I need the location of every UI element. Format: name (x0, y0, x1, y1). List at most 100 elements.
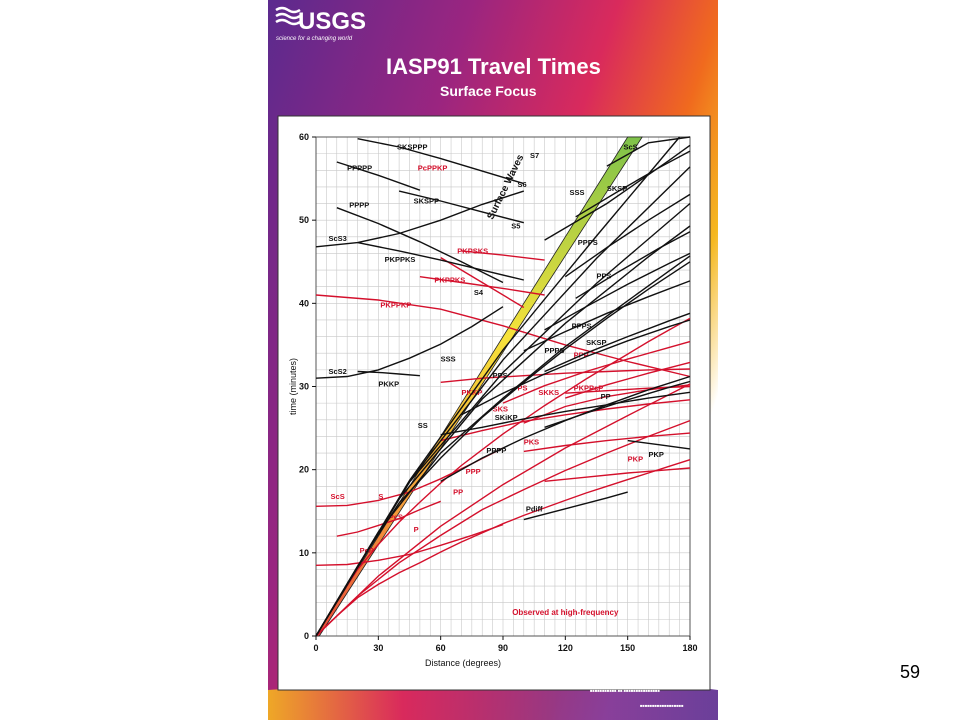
curve-label-sss: SSS (441, 355, 456, 364)
poster-subtitle: Surface Focus (440, 83, 537, 99)
curve-label-ppps: PPPS (545, 346, 565, 355)
curve-scs3 (315, 190, 525, 248)
poster-title: IASP91 Travel Times (386, 54, 601, 79)
curve-pps (461, 319, 691, 416)
curve-label-s: S (378, 492, 383, 501)
logo-text: USGS (298, 8, 366, 35)
curve-sksp (544, 312, 691, 373)
curve-label-pps: PPS (493, 371, 508, 380)
curve-ppps (544, 252, 691, 331)
curve-pkpsks (461, 250, 545, 261)
curve-label-s7: S7 (530, 151, 539, 160)
curve-label-ppps: PPPS (572, 321, 592, 330)
curve-label-sksppp: SKSPPP (397, 142, 427, 151)
curve-skspp (398, 190, 524, 224)
curve-label-pkppks: PKPPKS (385, 255, 416, 264)
curve-ppps (523, 280, 691, 352)
curve-sss (544, 144, 691, 241)
curve-label-pppp: PPPP (349, 201, 369, 210)
curve-label-scs2: ScS2 (328, 367, 346, 376)
curve-label-pps: PPS (597, 271, 612, 280)
curve-label-pcs: PcS (389, 513, 403, 522)
curve-label-pkppcp: PKPPcP (574, 384, 604, 393)
curve-skikp (440, 391, 691, 436)
curve-label-pcppkp: PcPPKP (418, 163, 448, 172)
curve-sks (440, 399, 691, 442)
curve-label-pkppkp: PKPPKP (380, 300, 411, 309)
curve-label-sksp: SKSP (586, 338, 606, 347)
curve-label-pp: PP (453, 488, 463, 497)
curve-label-pkkp: PKKP (378, 380, 399, 389)
surface-wave-band (315, 136, 643, 637)
curve-pkkp (357, 370, 420, 377)
curve-label-skks: SKKS (538, 388, 559, 397)
y-tick-label: 20 (299, 465, 309, 475)
curve-label-pkp: PKP (628, 454, 643, 463)
fine-print-2: ■■■■■■■■■■■■■■■■■■ (640, 703, 684, 708)
curve-label-s4: S4 (474, 288, 484, 297)
curve-pcs (336, 500, 441, 537)
y-tick-label: 10 (299, 548, 309, 558)
fine-print-1: ■■■■■■■■■■■ ■■ ■■■■■■■■■■■■■■■ (590, 688, 660, 693)
curve-pkp (544, 467, 691, 482)
curve-label-pks: PKS (524, 438, 539, 447)
curve-label-scs: ScS (331, 492, 345, 501)
y-tick-label: 50 (299, 215, 309, 225)
slide-number: 59 (899, 662, 920, 682)
curve-label-pkpsks: PKPSKS (457, 246, 488, 255)
curve-ppp (315, 383, 691, 637)
curve-label-s5: S5 (511, 221, 520, 230)
curve-pkp (627, 439, 691, 450)
curve-label-pp: PP (601, 392, 611, 401)
usgs-logo: USGS science for a changing world (275, 6, 366, 42)
curve-label-ss: SS (418, 421, 428, 430)
logo-tagline: science for a changing world (276, 36, 353, 42)
curve-pkppks (357, 241, 524, 281)
curve-pks (523, 432, 691, 453)
x-tick-label: 0 (313, 643, 318, 653)
curve-pcppkp (440, 256, 525, 309)
curve-s (315, 317, 691, 637)
curve-pdiff (523, 491, 628, 521)
x-tick-label: 150 (620, 643, 635, 653)
curve-label-ppppp: PPPPP (347, 163, 372, 172)
y-tick-label: 60 (299, 132, 309, 142)
curve-pp (315, 419, 691, 637)
x-tick-label: 120 (558, 643, 573, 653)
curve-label-ppp: PPP (466, 467, 481, 476)
curve-pps (575, 231, 691, 299)
curve-label-pdiff: Pdiff (526, 504, 543, 513)
y-tick-label: 40 (299, 298, 309, 308)
curve-scs (606, 136, 691, 167)
curve-ps (502, 340, 691, 404)
curve-ppppp (336, 161, 421, 191)
curve-scs2 (315, 306, 504, 379)
x-tick-label: 90 (498, 643, 508, 653)
curve-pcp (315, 523, 504, 566)
curve-pkppks (419, 276, 545, 296)
x-axis-label: Distance (degrees) (425, 658, 501, 668)
curve-label-ps: PS (518, 384, 528, 393)
curve-label-skspp: SKSPP (414, 197, 439, 206)
curve-label-scs3: ScS3 (328, 234, 346, 243)
curve-label-pkppks: PKPPKS (434, 276, 465, 285)
curve-p (315, 459, 691, 637)
curve-label-sks: SKS (493, 404, 508, 413)
curve-pp (544, 380, 691, 428)
curve-label-s6: S6 (518, 180, 527, 189)
curve-label-ppps: PPPS (578, 238, 598, 247)
curve-pkppkp (315, 294, 691, 378)
x-tick-label: 180 (682, 643, 697, 653)
curve-label-pppp: PPPP (486, 446, 506, 455)
curve-label-pkp: PKP (648, 450, 663, 459)
curve-pppp (336, 207, 504, 284)
y-tick-label: 0 (304, 631, 309, 641)
curve-label-scs: ScS (624, 142, 638, 151)
x-tick-label: 30 (373, 643, 383, 653)
x-tick-label: 60 (436, 643, 446, 653)
y-axis-label: time (minutes) (288, 358, 298, 415)
curve-ppps (564, 193, 691, 278)
y-tick-label: 30 (299, 382, 309, 392)
